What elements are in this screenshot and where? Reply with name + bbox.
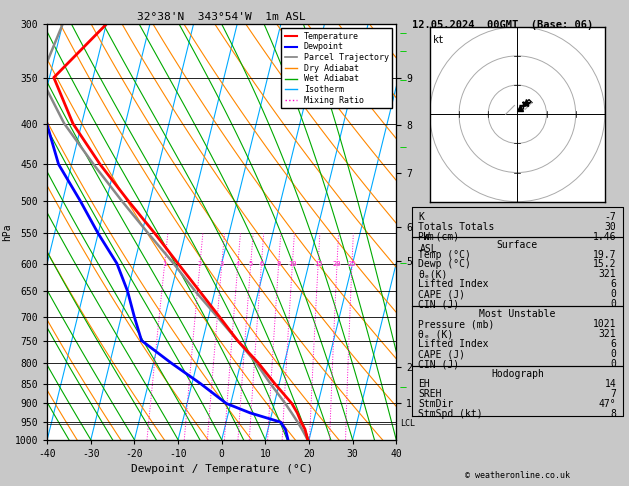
Text: Lifted Index: Lifted Index xyxy=(418,279,489,290)
Text: —: — xyxy=(399,30,406,36)
Text: EH: EH xyxy=(418,380,430,389)
Text: Dewp (°C): Dewp (°C) xyxy=(418,260,471,270)
Text: 6: 6 xyxy=(259,260,264,266)
Text: 6: 6 xyxy=(611,339,616,349)
Text: CAPE (J): CAPE (J) xyxy=(418,349,465,360)
Text: θₑ (K): θₑ (K) xyxy=(418,330,454,339)
Text: StmSpd (kt): StmSpd (kt) xyxy=(418,409,483,419)
Text: 15.2: 15.2 xyxy=(593,260,616,270)
Y-axis label: km
ASL: km ASL xyxy=(420,232,437,254)
Y-axis label: hPa: hPa xyxy=(2,223,12,241)
Text: —: — xyxy=(399,260,406,266)
Text: 20: 20 xyxy=(333,260,342,266)
Text: SREH: SREH xyxy=(418,389,442,399)
Text: K: K xyxy=(418,211,424,222)
Text: CAPE (J): CAPE (J) xyxy=(418,290,465,299)
Text: © weatheronline.co.uk: © weatheronline.co.uk xyxy=(465,471,569,480)
Text: Surface: Surface xyxy=(497,240,538,249)
Text: 8: 8 xyxy=(611,409,616,419)
Text: 4: 4 xyxy=(236,260,240,266)
Text: 321: 321 xyxy=(599,269,616,279)
Text: 6: 6 xyxy=(611,279,616,290)
Text: 47°: 47° xyxy=(599,399,616,409)
Text: 1: 1 xyxy=(162,260,167,266)
Text: 1.46: 1.46 xyxy=(593,231,616,242)
X-axis label: Dewpoint / Temperature (°C): Dewpoint / Temperature (°C) xyxy=(131,465,313,474)
Text: 0: 0 xyxy=(611,290,616,299)
Text: 15: 15 xyxy=(314,260,323,266)
Text: θₑ(K): θₑ(K) xyxy=(418,269,448,279)
Text: -7: -7 xyxy=(604,211,616,222)
Text: Pressure (mb): Pressure (mb) xyxy=(418,319,494,330)
Text: —: — xyxy=(399,77,406,84)
Text: 321: 321 xyxy=(599,330,616,339)
Text: 0: 0 xyxy=(611,299,616,310)
Text: Hodograph: Hodograph xyxy=(491,369,544,380)
Text: Most Unstable: Most Unstable xyxy=(479,310,555,319)
Text: PW (cm): PW (cm) xyxy=(418,231,459,242)
Text: 30: 30 xyxy=(604,222,616,231)
Text: 14: 14 xyxy=(604,380,616,389)
Text: —: — xyxy=(399,48,406,54)
Text: 5: 5 xyxy=(248,260,253,266)
Text: Lifted Index: Lifted Index xyxy=(418,339,489,349)
Text: kt: kt xyxy=(433,35,445,46)
Text: 2: 2 xyxy=(198,260,202,266)
Text: CIN (J): CIN (J) xyxy=(418,359,459,369)
Text: 7: 7 xyxy=(611,389,616,399)
Text: 8: 8 xyxy=(277,260,281,266)
Text: CIN (J): CIN (J) xyxy=(418,299,459,310)
Legend: Temperature, Dewpoint, Parcel Trajectory, Dry Adiabat, Wet Adiabat, Isotherm, Mi: Temperature, Dewpoint, Parcel Trajectory… xyxy=(281,29,392,108)
Text: 0: 0 xyxy=(611,349,616,360)
Text: 0: 0 xyxy=(611,359,616,369)
Text: Temp (°C): Temp (°C) xyxy=(418,249,471,260)
Text: 1021: 1021 xyxy=(593,319,616,330)
Text: 12.05.2024  00GMT  (Base: 06): 12.05.2024 00GMT (Base: 06) xyxy=(412,20,593,31)
Text: StmDir: StmDir xyxy=(418,399,454,409)
Text: 19.7: 19.7 xyxy=(593,249,616,260)
Text: Totals Totals: Totals Totals xyxy=(418,222,494,231)
Y-axis label: Mixing Ratio (g/kg): Mixing Ratio (g/kg) xyxy=(0,176,10,288)
Title: 32°38'N  343°54'W  1m ASL: 32°38'N 343°54'W 1m ASL xyxy=(137,12,306,22)
Text: —: — xyxy=(399,144,406,150)
Text: 3: 3 xyxy=(220,260,224,266)
Text: LCL: LCL xyxy=(401,419,415,429)
Text: 25: 25 xyxy=(348,260,356,266)
Text: —: — xyxy=(399,383,406,390)
Text: 10: 10 xyxy=(288,260,297,266)
